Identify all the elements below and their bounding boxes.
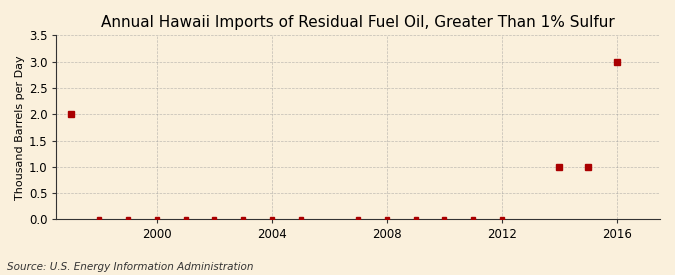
Text: Source: U.S. Energy Information Administration: Source: U.S. Energy Information Administ…: [7, 262, 253, 272]
Title: Annual Hawaii Imports of Residual Fuel Oil, Greater Than 1% Sulfur: Annual Hawaii Imports of Residual Fuel O…: [101, 15, 615, 30]
Y-axis label: Thousand Barrels per Day: Thousand Barrels per Day: [15, 55, 25, 200]
